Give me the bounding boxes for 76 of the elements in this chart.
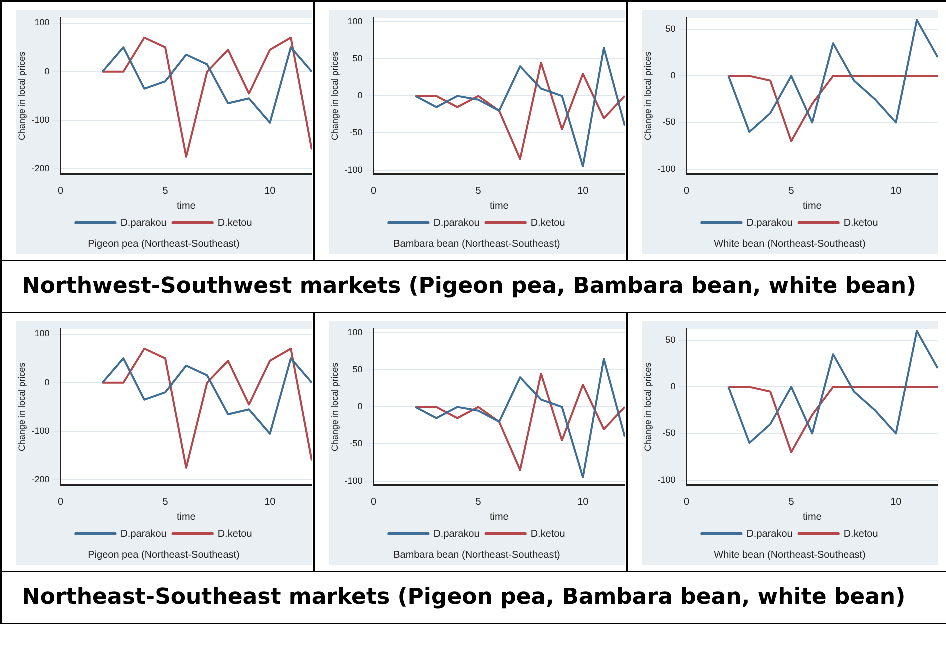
y-axis-title: Change in local prices [16, 51, 27, 140]
y-tick-label: -200 [32, 474, 50, 485]
legend-label: D.parakou [120, 528, 167, 540]
x-tick-label: 5 [476, 496, 482, 508]
legend-label: D.ketou [530, 528, 566, 540]
y-tick-label: -50 [662, 117, 676, 128]
x-tick-label: 5 [788, 496, 795, 508]
legend-label: D.parakou [120, 218, 167, 229]
y-tick-label: -100 [32, 426, 50, 436]
text: Northeast-Southeast markets (Pigeon pea, Bambara bean, white bean) [2, 572, 946, 624]
y-tick-label: 50 [352, 364, 363, 375]
x-tick-label: 0 [371, 186, 378, 197]
text: Pigeon pea (Northeast-Southeast) [88, 238, 240, 250]
text: Pigeon pea (Northeast-Southeast) [88, 550, 240, 561]
x-tick-label: 10 [264, 496, 276, 508]
y-tick-label: 100 [348, 328, 363, 338]
y-tick-label: 0 [44, 66, 50, 76]
y-tick-label: 0 [670, 382, 676, 392]
y-tick-label: 0 [44, 377, 50, 388]
y-tick-label: 50 [352, 54, 363, 64]
y-axis-title: Change in local prices [642, 362, 653, 452]
x-tick-label: 5 [788, 186, 795, 197]
y-tick-label: 0 [670, 70, 676, 81]
text: Bambara bean (Northeast-Southeast) [394, 238, 560, 250]
x-axis-title: time [176, 512, 196, 523]
legend-label: D.parakou [746, 218, 793, 229]
x-tick-label: 10 [578, 496, 590, 508]
x-tick-label: 0 [58, 496, 64, 508]
x-tick-label: 0 [371, 496, 378, 508]
y-tick-label: -100 [344, 476, 363, 486]
x-axis-title: time [802, 200, 822, 212]
y-axis-title: Change in local prices [330, 51, 340, 140]
y-tick-label: 50 [666, 335, 676, 346]
x-tick-label: 10 [264, 186, 276, 197]
legend-label: D.parakou [434, 528, 480, 540]
x-tick-label: 10 [890, 496, 902, 508]
y-tick-label: -50 [350, 128, 363, 138]
legend-label: D.ketou [844, 218, 878, 229]
x-tick-label: 5 [476, 186, 482, 197]
x-axis-title: time [490, 200, 510, 212]
legend-label: D.ketou [530, 218, 566, 229]
y-tick-label: -100 [658, 164, 676, 174]
x-tick-label: 0 [684, 186, 690, 197]
legend-label: D.ketou [218, 218, 252, 229]
text: White bean (Northeast-Southeast) [714, 238, 866, 250]
y-tick-label: 100 [34, 328, 50, 339]
y-tick-label: 0 [358, 402, 363, 412]
x-axis-title: time [490, 512, 510, 523]
y-tick-label: 50 [666, 24, 676, 34]
x-axis-title: time [802, 512, 822, 523]
text: White bean (Northeast-Southeast) [714, 550, 866, 561]
x-tick-label: 5 [162, 496, 169, 508]
x-tick-label: 10 [890, 186, 902, 197]
legend-label: D.parakou [434, 218, 480, 229]
legend-label: D.ketou [844, 528, 878, 540]
y-tick-label: -50 [662, 428, 676, 438]
y-tick-label: -100 [344, 164, 363, 175]
x-axis-title: time [176, 200, 196, 212]
legend-label: D.parakou [746, 528, 793, 540]
x-tick-label: 5 [162, 186, 169, 197]
y-axis-title: Change in local prices [16, 362, 27, 452]
y-axis-title: Change in local prices [642, 51, 653, 140]
x-tick-label: 10 [578, 186, 590, 197]
x-tick-label: 0 [684, 496, 690, 508]
y-tick-label: -100 [32, 114, 50, 125]
text: Northwest-Southwest markets (Pigeon pea, Bambara bean, white bean) [2, 261, 946, 313]
y-tick-label: -100 [658, 474, 676, 485]
y-tick-label: -200 [32, 164, 50, 174]
text: Bambara bean (Northeast-Southeast) [394, 550, 560, 561]
y-axis-title: Change in local prices [330, 362, 340, 452]
y-tick-label: 100 [348, 16, 363, 27]
y-tick-label: 100 [34, 18, 50, 28]
y-tick-label: -50 [350, 438, 363, 449]
y-tick-label: 0 [358, 90, 363, 101]
x-tick-label: 0 [58, 186, 64, 197]
legend-label: D.ketou [218, 528, 252, 540]
